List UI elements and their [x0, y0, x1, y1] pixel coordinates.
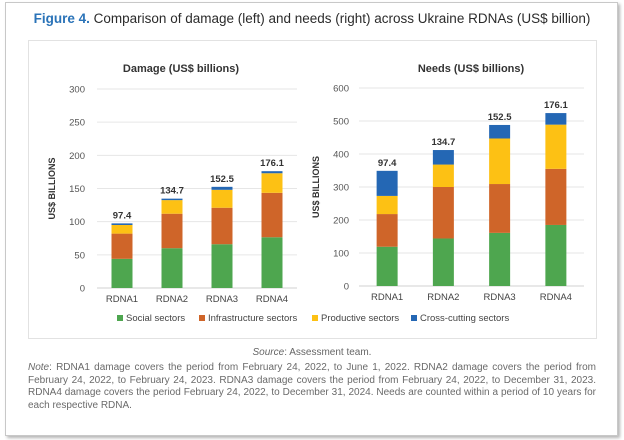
damage-x-tick-label: RDNA2 [156, 294, 188, 305]
needs-total-label: 97.4 [378, 158, 397, 169]
damage-total-label: 152.5 [210, 174, 234, 185]
needs-bar-productive-sectorsrdna4 [545, 124, 567, 169]
damage-x-tick-label: RDNA4 [256, 294, 288, 305]
damage-bar-social-sectorsrdna3 [211, 244, 233, 288]
damage-y-tick-label: 300 [69, 85, 85, 96]
legend-swatch-productive-sectors [312, 315, 318, 321]
needs-x-tick-label: RDNA3 [484, 292, 516, 303]
needs-y-tick-label: 600 [333, 84, 349, 95]
source-label: Source [252, 347, 285, 358]
damage-y-tick-label: 150 [69, 184, 85, 195]
needs-y-axis-label: US$ BILLIONS [311, 156, 321, 218]
damage-total-label: 176.1 [260, 158, 284, 169]
damage-x-tick-label: RDNA3 [206, 294, 238, 305]
needs-y-tick-label: 0 [344, 282, 349, 293]
needs-bar-infrastructure-sectorsrdna3 [489, 184, 511, 233]
chart-area: Damage (US$ billions) 0 50 100 150 200 250 300 U… [28, 40, 597, 339]
needs-bar-social-sectorsrdna4 [545, 224, 567, 286]
damage-bar-productive-sectorsrdna3 [211, 189, 233, 208]
needs-x-tick-label: RDNA4 [540, 292, 572, 303]
damage-bar-cross-cutting-sectorsrdna1 [111, 223, 133, 225]
needs-bar-infrastructure-sectorsrdna1 [376, 214, 398, 247]
damage-bar-productive-sectorsrdna2 [161, 200, 183, 214]
damage-bar-cross-cutting-sectorsrdna4 [261, 171, 283, 174]
damage-total-label: 134.7 [160, 186, 184, 197]
source-text: : Assessment team. [284, 347, 372, 358]
damage-bar-social-sectorsrdna4 [261, 237, 283, 288]
damage-bar-infrastructure-sectorsrdna2 [161, 213, 183, 249]
needs-bar-productive-sectorsrdna2 [432, 164, 454, 187]
figure-title: Figure 4. Comparison of damage (left) an… [0, 11, 624, 26]
needs-bar-cross-cutting-sectorsrdna1 [376, 170, 398, 196]
needs-total-label: 176.1 [544, 100, 568, 111]
figure-label: Figure 4. [33, 11, 90, 26]
needs-bar-infrastructure-sectorsrdna2 [432, 187, 454, 239]
needs-total-label: 134.7 [431, 137, 455, 148]
needs-x-tick-label: RDNA1 [371, 292, 403, 303]
figure-title-text: Comparison of damage (left) and needs (r… [89, 11, 591, 26]
charts-svg: Damage (US$ billions) 0 50 100 150 200 250 300 U… [47, 63, 584, 324]
damage-y-tick-label: 250 [69, 118, 85, 129]
note-text: : RDNA1 damage covers the period from Fe… [28, 362, 596, 411]
needs-y-tick-label: 400 [333, 150, 349, 161]
legend-label: Productive sectors [321, 313, 399, 324]
source-line: Source: Assessment team. [0, 347, 624, 358]
damage-bar-productive-sectorsrdna4 [261, 173, 283, 193]
damage-bar-productive-sectorsrdna1 [111, 224, 133, 234]
damage-y-tick-label: 100 [69, 217, 85, 228]
needs-bar-cross-cutting-sectorsrdna2 [432, 150, 454, 165]
legend-swatch-social-sectors [117, 315, 123, 321]
note-paragraph: Note: RDNA1 damage covers the period fro… [28, 362, 596, 412]
damage-x-tick-label: RDNA1 [106, 294, 138, 305]
needs-bar-social-sectorsrdna2 [432, 238, 454, 286]
needs-bar-productive-sectorsrdna1 [376, 195, 398, 215]
legend-label: Cross-cutting sectors [420, 313, 509, 324]
needs-bar-social-sectorsrdna3 [489, 232, 511, 286]
damage-bar-infrastructure-sectorsrdna1 [111, 233, 133, 259]
damage-bar-social-sectorsrdna1 [111, 258, 133, 288]
damage-y-tick-label: 0 [80, 284, 85, 295]
damage-bar-infrastructure-sectorsrdna3 [211, 207, 233, 245]
legend-swatch-infrastructure-sectors [199, 315, 205, 321]
legend-swatch-cross-cutting-sectors [411, 315, 417, 321]
needs-y-tick-label: 500 [333, 117, 349, 128]
damage-total-label: 97.4 [113, 210, 132, 221]
needs-bar-social-sectorsrdna1 [376, 246, 398, 286]
needs-y-tick-label: 100 [333, 249, 349, 260]
damage-y-tick-label: 50 [74, 250, 85, 261]
damage-y-tick-label: 200 [69, 151, 85, 162]
needs-bar-productive-sectorsrdna3 [489, 138, 511, 185]
damage-chart-title: Damage (US$ billions) [123, 63, 239, 75]
legend-label: Social sectors [126, 313, 185, 324]
needs-chart-title: Needs (US$ billions) [418, 63, 525, 75]
needs-x-tick-label: RDNA2 [427, 292, 459, 303]
needs-y-tick-label: 300 [333, 183, 349, 194]
damage-bar-cross-cutting-sectorsrdna2 [161, 198, 183, 201]
legend-label: Infrastructure sectors [208, 313, 297, 324]
damage-y-axis-label: US$ BILLIONS [47, 157, 57, 219]
damage-bar-social-sectorsrdna2 [161, 248, 183, 288]
damage-bar-cross-cutting-sectorsrdna3 [211, 186, 233, 190]
damage-bar-infrastructure-sectorsrdna4 [261, 192, 283, 238]
note-label: Note [28, 362, 50, 373]
needs-bar-cross-cutting-sectorsrdna4 [545, 113, 567, 125]
needs-y-tick-label: 200 [333, 216, 349, 227]
needs-bar-cross-cutting-sectorsrdna3 [489, 124, 511, 139]
needs-total-label: 152.5 [488, 112, 512, 123]
needs-bar-infrastructure-sectorsrdna4 [545, 168, 567, 225]
